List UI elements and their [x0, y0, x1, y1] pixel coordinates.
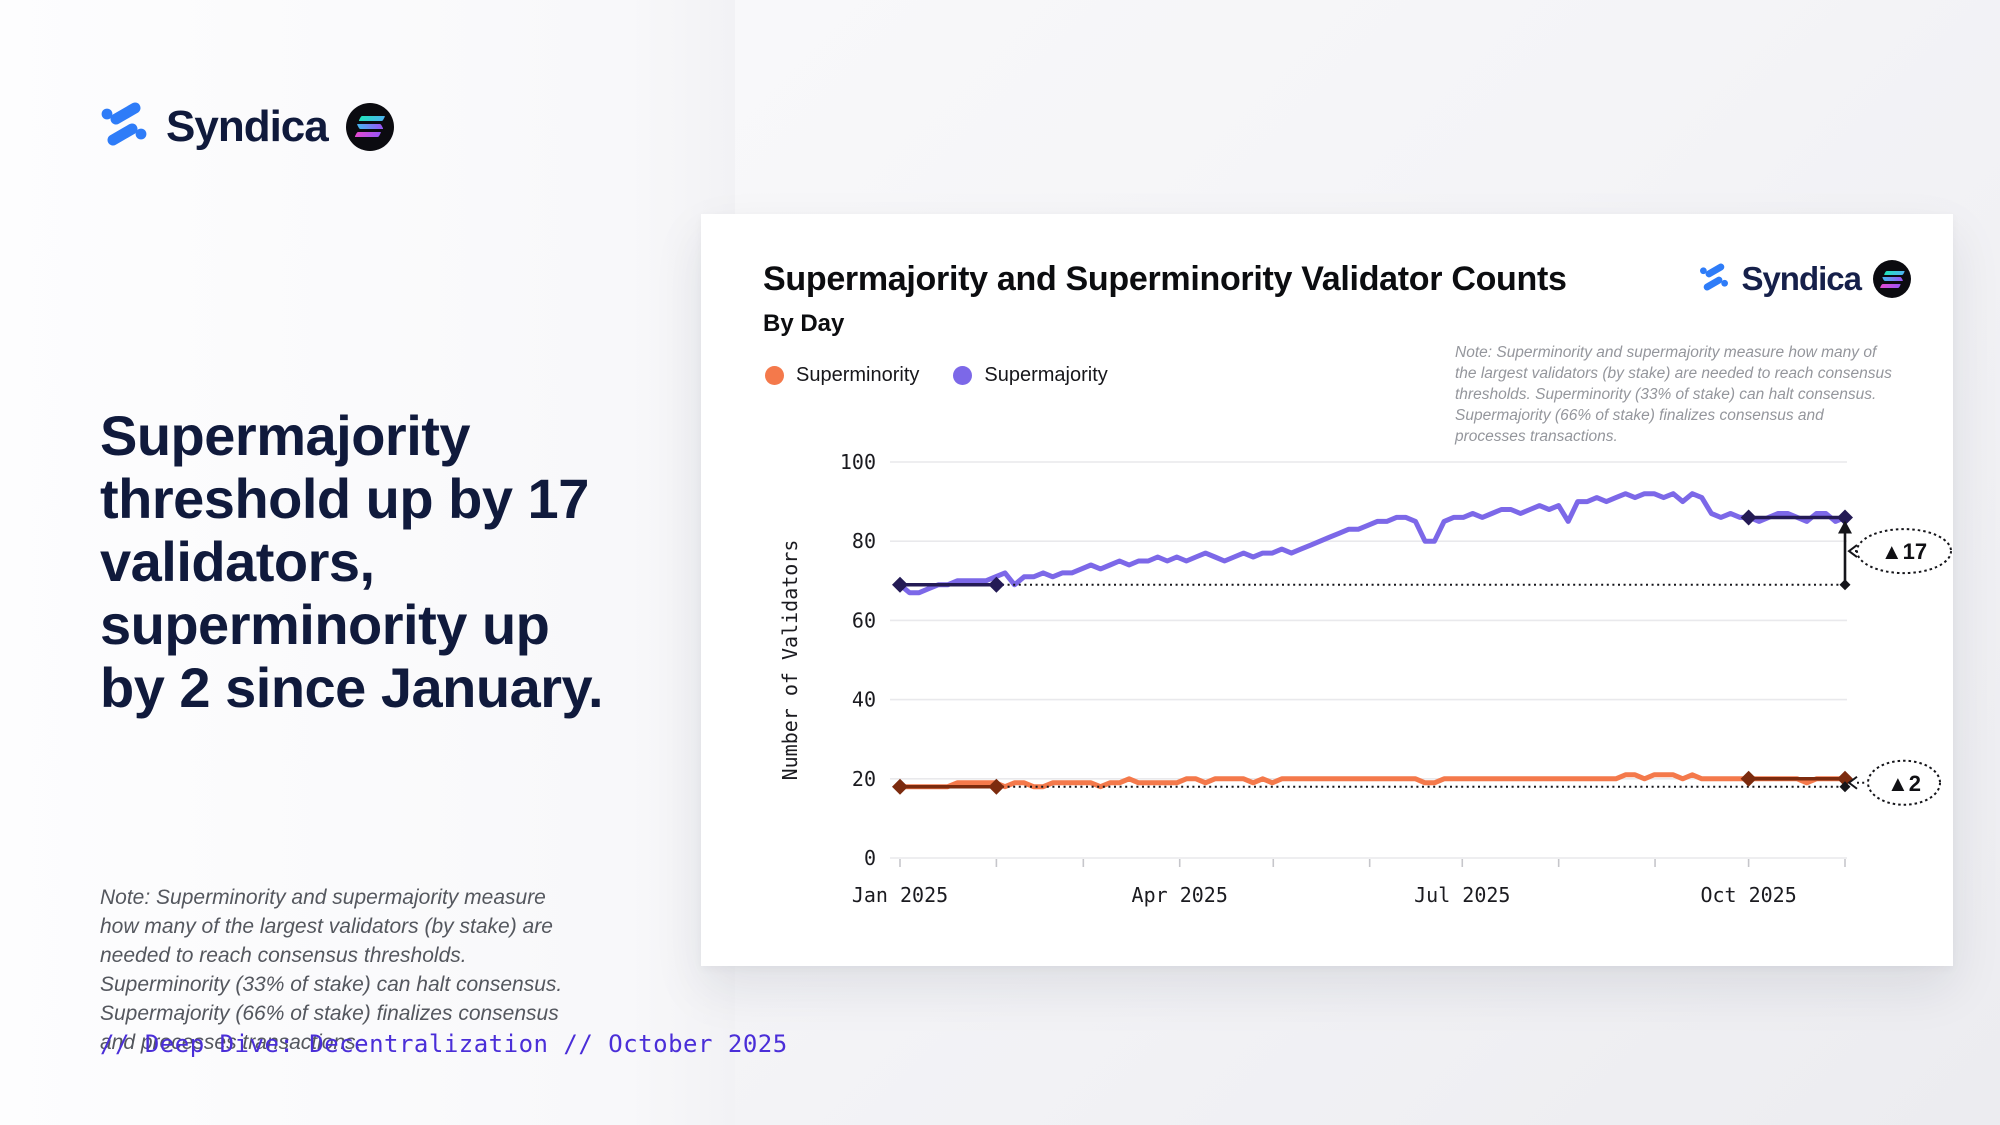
svg-text:80: 80 — [852, 529, 876, 553]
legend-dot-superminority — [765, 366, 784, 385]
headline-line: superminority up — [100, 593, 550, 656]
chart-title: Supermajority and Superminority Validato… — [763, 260, 1567, 298]
brand-logo-small: Syndica — [1699, 260, 1911, 298]
background-left-panel — [0, 0, 735, 1125]
solana-bar — [358, 116, 385, 121]
chart-subtitle: By Day — [763, 310, 845, 337]
svg-text:0: 0 — [864, 846, 876, 870]
legend-label-superminority: Superminority — [796, 364, 920, 386]
svg-text:Oct 2025: Oct 2025 — [1700, 883, 1796, 907]
methodology-note: Note: Superminority and supermajority me… — [100, 886, 563, 1054]
footer-tagline: // Deep Dive: Decentralization // Octobe… — [100, 1030, 788, 1058]
syndica-wordmark: Syndica — [1741, 260, 1862, 297]
svg-text:▲17: ▲17 — [1881, 539, 1927, 564]
svg-text:20: 20 — [852, 767, 876, 791]
legend-label-supermajority: Supermajority — [984, 364, 1108, 386]
solana-logo — [1873, 260, 1911, 298]
legend-dot-supermajority — [953, 366, 973, 385]
chart-canvas: 0 20 40 60 80 100 Number of Validators Jan 2025… — [778, 450, 1952, 907]
svg-text:Jan 2025: Jan 2025 — [852, 883, 948, 907]
solana-logo — [345, 102, 394, 151]
headline-line: validators, — [100, 530, 375, 593]
svg-text:60: 60 — [852, 608, 876, 632]
headline-line: Supermajority — [100, 404, 471, 467]
solana-bar — [354, 132, 381, 137]
brand-logo: Syndica — [100, 100, 394, 153]
headline-line: by 2 since January. — [100, 656, 604, 719]
svg-text:Jul 2025: Jul 2025 — [1414, 883, 1510, 907]
solana-bar — [356, 124, 383, 129]
headline-line: threshold up by 17 — [100, 467, 589, 530]
page-title: Supermajority threshold up by 17 validat… — [100, 404, 700, 719]
syndica-logo-icon — [100, 100, 148, 153]
chart-legend: Superminority Supermajority — [765, 364, 1108, 387]
svg-text:▲2: ▲2 — [1887, 771, 1921, 796]
svg-text:100: 100 — [840, 450, 876, 474]
legend-item-supermajority: Supermajority — [953, 364, 1108, 387]
syndica-logo-icon — [1699, 262, 1729, 297]
svg-text:Number of Validators: Number of Validators — [778, 540, 802, 781]
legend-item-superminority: Superminority — [765, 364, 919, 387]
chart-note: Note: Superminority and supermajority me… — [1455, 344, 1892, 446]
syndica-wordmark: Syndica — [166, 101, 329, 151]
svg-text:Apr 2025: Apr 2025 — [1132, 883, 1228, 907]
chart-card: Supermajority and Superminority Validato… — [701, 214, 1953, 966]
svg-text:40: 40 — [852, 688, 876, 712]
